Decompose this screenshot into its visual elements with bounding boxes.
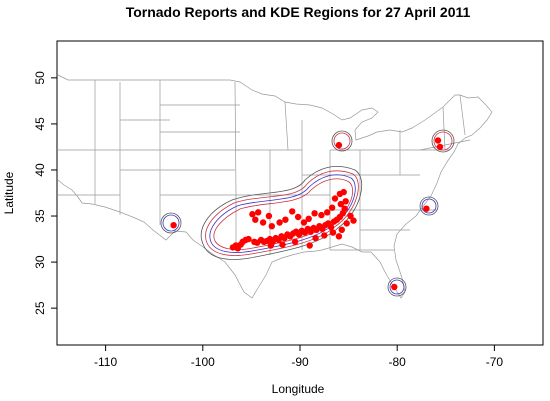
tornado-report-point	[347, 212, 354, 220]
tornado-report-point	[291, 238, 299, 245]
report-points	[170, 137, 444, 291]
kde-layer	[160, 129, 455, 297]
y-axis-label: Latitude	[2, 171, 16, 214]
tornado-report-point	[312, 234, 319, 242]
tornado-report-point	[289, 208, 296, 215]
kde-circle-carolina	[419, 196, 439, 216]
tornado-report-point	[252, 216, 259, 223]
kde-circle-oklahoma	[160, 212, 182, 234]
tornado-report-point	[294, 213, 302, 221]
x-tick-label: -70	[486, 355, 504, 369]
tornado-report-point	[306, 242, 313, 249]
y-tick-label: 45	[33, 117, 47, 131]
tornado-report-point	[318, 211, 325, 219]
tornado-report-point	[249, 211, 256, 218]
tornado-report-point	[282, 216, 289, 223]
kde-contour-outer	[200, 166, 363, 260]
tornado-report-point	[321, 232, 328, 239]
tornado-report-point	[268, 223, 275, 230]
tornado-report-point	[259, 219, 267, 226]
x-axis: -110 -100 -90 -80 -70	[94, 345, 503, 369]
state-boundaries	[58, 80, 471, 255]
tornado-report-point	[267, 242, 274, 249]
tornado-report-point	[255, 209, 262, 216]
tornado-report-point	[170, 222, 177, 229]
tornado-report-point	[391, 283, 398, 291]
us-outline	[57, 74, 493, 299]
tornado-report-point	[324, 209, 331, 216]
tornado-report-point	[331, 195, 339, 202]
tornado-report-point	[329, 229, 337, 236]
kde-contour-blue	[209, 174, 356, 253]
y-tick-label: 30	[33, 255, 47, 269]
tornado-report-point	[279, 241, 286, 248]
tornado-report-point	[328, 204, 336, 211]
kde-circle-michigan	[331, 130, 353, 152]
tornado-report-point	[311, 210, 318, 217]
tornado-report-point	[305, 215, 312, 222]
tornado-report-point	[423, 205, 430, 212]
tornado-report-point	[338, 226, 345, 233]
tornado-report-point	[350, 217, 357, 224]
chart-title: Tornado Reports and KDE Regions for 27 A…	[126, 4, 471, 20]
kde-contour-red-inner	[213, 178, 353, 250]
tornado-report-point	[300, 219, 308, 226]
y-tick-label: 50	[33, 71, 47, 85]
x-tick-label: -100	[191, 355, 215, 369]
plot-frame	[56, 40, 544, 346]
y-tick-label: 35	[33, 209, 47, 223]
tornado-report-point	[343, 220, 350, 227]
tornado-report-point	[337, 200, 344, 208]
tornado-report-point	[245, 235, 252, 243]
tornado-report-point	[342, 198, 349, 205]
tornado-report-point	[335, 141, 343, 149]
map-layer	[57, 74, 493, 299]
tornado-report-point	[341, 205, 348, 212]
x-tick-label: -90	[291, 355, 309, 369]
tornado-report-point	[340, 188, 347, 196]
y-tick-label: 25	[33, 301, 47, 315]
kde-circle-new-york	[431, 129, 455, 153]
tornado-report-point	[327, 223, 335, 231]
x-tick-label: -110	[94, 355, 117, 369]
tornado-report-point	[276, 219, 283, 226]
x-tick-label: -80	[389, 355, 407, 369]
y-tick-label: 40	[33, 163, 47, 177]
kde-contour-red-outer	[205, 170, 359, 256]
tornado-report-point	[434, 137, 442, 144]
kde-circle-florida	[387, 277, 407, 297]
y-axis: 25 30 35 40 45 50	[33, 71, 57, 315]
tornado-report-point	[436, 143, 444, 151]
tornado-report-point	[335, 233, 343, 240]
x-axis-label: Longitude	[272, 382, 325, 396]
tornado-report-point	[265, 212, 273, 220]
